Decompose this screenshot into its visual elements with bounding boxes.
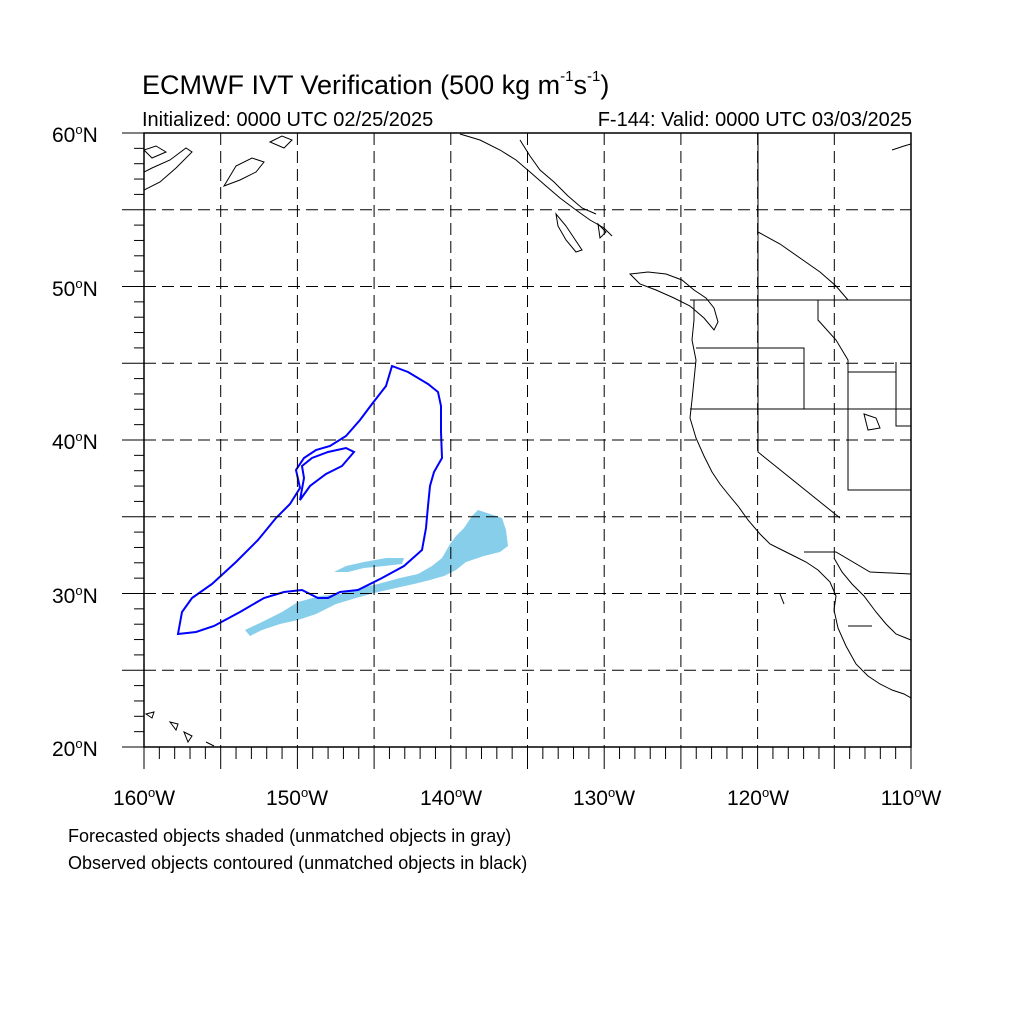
valid-time: F-144: Valid: 0000 UTC 03/03/2025 xyxy=(597,109,912,131)
lon-label-110w: 110oW xyxy=(880,785,942,810)
plot-frame xyxy=(143,132,912,748)
lon-label-160w: 160oW xyxy=(112,785,176,810)
lat-label-40n: 40oN xyxy=(52,429,98,454)
lat-label-50n: 50oN xyxy=(52,276,98,301)
lat-lon-grid xyxy=(144,133,911,747)
lat-label-30n: 30oN xyxy=(52,583,98,608)
coastlines xyxy=(144,133,911,747)
forecast-object-tail xyxy=(334,558,404,572)
plot-title: ECMWF IVT Verification (500 kg m-1s-1) xyxy=(142,68,610,100)
observed-note: Observed objects contoured (unmatched ob… xyxy=(68,853,528,873)
lon-label-150w: 150oW xyxy=(265,785,329,810)
lon-label-130w: 130oW xyxy=(572,785,636,810)
observed-object-contour xyxy=(176,364,444,636)
lon-label-120w: 120oW xyxy=(726,785,790,810)
state-borders xyxy=(690,133,911,627)
lon-label-140w: 140oW xyxy=(419,785,483,810)
forecast-object-shading xyxy=(245,510,508,636)
observed-object-inner-ring xyxy=(299,446,356,501)
lat-label-20n: 20oN xyxy=(52,736,98,761)
forecast-note: Forecasted objects shaded (unmatched obj… xyxy=(68,826,512,846)
lat-label-60n: 60oN xyxy=(52,122,98,147)
axis-ticks xyxy=(122,132,912,769)
initialized-time: Initialized: 0000 UTC 02/25/2025 xyxy=(142,109,434,131)
